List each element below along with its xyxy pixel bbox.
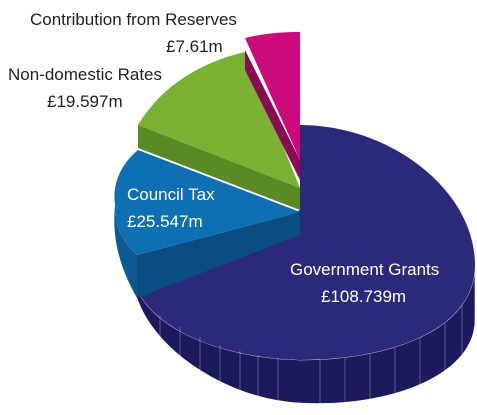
label-council-tax-value: £25.547m [127,212,203,231]
label-contribution-from-reserves-value: £7.61m [166,37,223,56]
label-government-grants-name: Government Grants [290,260,439,279]
slice-government-grants [136,125,476,406]
label-non-domestic-rates-name: Non-domestic Rates [8,65,162,84]
slice-contribution-from-reserves-side [245,50,300,180]
slice-government-grants-facets [159,305,463,406]
slice-contribution-from-reserves [245,32,300,180]
slice-non-domestic-rates-side [138,125,300,210]
label-non-domestic-rates-value: £19.597m [47,92,123,111]
slice-contribution-from-reserves-top [245,32,300,160]
slice-council-tax-top [114,150,300,255]
slice-government-grants-top [137,125,475,360]
slice-non-domestic-rates-top [138,52,300,188]
label-government-grants-value: £108.739m [321,287,406,306]
slice-non-domestic-rates [138,52,300,210]
slice-council-tax [114,150,300,298]
label-council-tax-name: Council Tax [127,185,215,204]
slice-council-tax-inner-wall [137,212,300,298]
label-contribution-from-reserves-name: Contribution from Reserves [30,10,237,29]
slice-council-tax-side [114,205,137,298]
